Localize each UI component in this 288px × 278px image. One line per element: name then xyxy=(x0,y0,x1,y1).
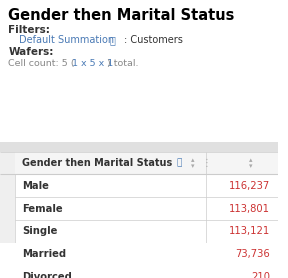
Text: Gender then Marital Status: Gender then Marital Status xyxy=(8,8,235,23)
FancyBboxPatch shape xyxy=(15,152,278,174)
Text: : Customers: : Customers xyxy=(124,35,183,45)
Text: Cell count: 5 (: Cell count: 5 ( xyxy=(8,59,75,68)
Text: ▴: ▴ xyxy=(249,157,252,163)
Text: ⓘ: ⓘ xyxy=(177,158,182,167)
Text: Male: Male xyxy=(22,181,49,191)
Text: Filters:: Filters: xyxy=(8,26,50,36)
FancyBboxPatch shape xyxy=(15,174,278,197)
Text: ) total.: ) total. xyxy=(107,59,139,68)
Text: 1 x 5 x 1: 1 x 5 x 1 xyxy=(72,59,113,68)
FancyBboxPatch shape xyxy=(15,197,278,220)
Text: ▴: ▴ xyxy=(191,157,194,163)
Text: 210: 210 xyxy=(251,272,270,278)
Text: Married: Married xyxy=(22,249,66,259)
Text: Wafers:: Wafers: xyxy=(8,47,54,57)
FancyBboxPatch shape xyxy=(15,266,278,278)
FancyBboxPatch shape xyxy=(0,142,278,278)
Text: 73,736: 73,736 xyxy=(235,249,270,259)
Text: ⓘ: ⓘ xyxy=(110,35,116,45)
Text: Female: Female xyxy=(22,203,63,214)
Text: Gender then Marital Status: Gender then Marital Status xyxy=(22,158,173,168)
Text: 113,801: 113,801 xyxy=(229,203,270,214)
FancyBboxPatch shape xyxy=(15,220,278,243)
Text: Divorced: Divorced xyxy=(22,272,72,278)
Text: ⋮: ⋮ xyxy=(202,158,211,168)
Text: 116,237: 116,237 xyxy=(229,181,270,191)
Text: Default Summation: Default Summation xyxy=(20,35,115,45)
FancyBboxPatch shape xyxy=(15,243,278,266)
Text: ▾: ▾ xyxy=(249,163,252,169)
Text: 113,121: 113,121 xyxy=(229,226,270,236)
FancyBboxPatch shape xyxy=(0,142,278,152)
Text: Single: Single xyxy=(22,226,58,236)
Text: ▾: ▾ xyxy=(191,163,194,169)
